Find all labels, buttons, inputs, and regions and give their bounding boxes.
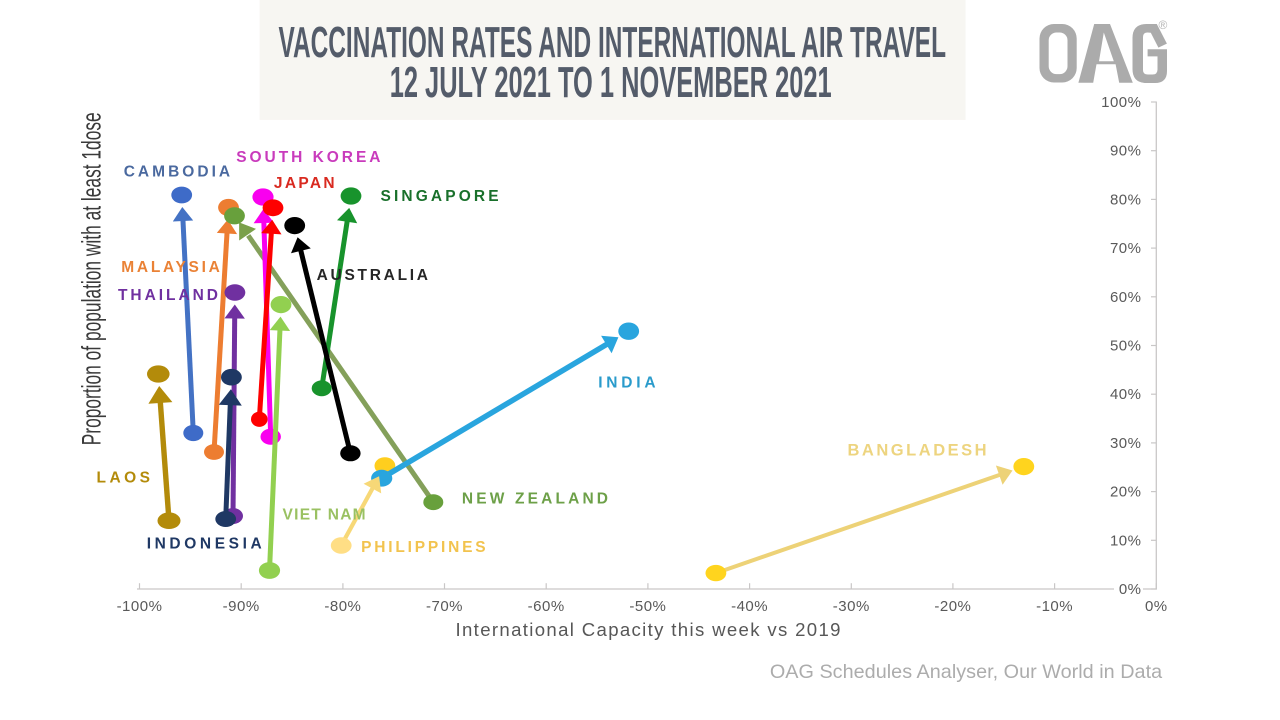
svg-text:90%: 90% (1110, 143, 1142, 160)
svg-text:®: ® (1159, 18, 1168, 32)
svg-text:PHILIPPINES: PHILIPPINES (361, 539, 486, 556)
svg-text:SINGAPORE: SINGAPORE (381, 188, 499, 205)
svg-text:MALAYSIA: MALAYSIA (121, 259, 220, 276)
svg-text:0%: 0% (1145, 598, 1168, 615)
svg-text:-10%: -10% (1036, 598, 1073, 615)
svg-text:-90%: -90% (223, 598, 260, 615)
svg-text:40%: 40% (1110, 386, 1142, 403)
svg-text:-60%: -60% (528, 598, 565, 615)
svg-text:0%: 0% (1119, 581, 1142, 598)
svg-text:-30%: -30% (833, 598, 870, 615)
svg-text:50%: 50% (1110, 338, 1142, 355)
svg-text:AUSTRALIA: AUSTRALIA (317, 267, 428, 284)
svg-text:CAMBODIA: CAMBODIA (124, 163, 230, 180)
svg-text:VACCINATION RATES AND INTERNAT: VACCINATION RATES AND INTERNATIONAL AIR … (279, 18, 947, 67)
svg-text:-40%: -40% (731, 598, 768, 615)
svg-text:OAG Schedules Analyser, Our Wo: OAG Schedules Analyser, Our World in Dat… (770, 661, 1162, 683)
svg-text:International Capacity this we: International Capacity this week vs 2019 (456, 619, 841, 640)
svg-text:THAILAND: THAILAND (118, 287, 218, 304)
svg-text:100%: 100% (1101, 94, 1141, 111)
svg-text:LAOS: LAOS (97, 470, 151, 487)
svg-text:-80%: -80% (324, 598, 361, 615)
svg-text:20%: 20% (1110, 484, 1142, 501)
svg-text:-70%: -70% (426, 598, 463, 615)
svg-text:VIET NAM: VIET NAM (283, 507, 366, 524)
svg-text:-100%: -100% (117, 598, 163, 615)
svg-text:BANGLADESH: BANGLADESH (848, 441, 987, 459)
svg-text:INDIA: INDIA (598, 375, 655, 392)
svg-text:80%: 80% (1110, 191, 1142, 208)
svg-text:SOUTH KOREA: SOUTH KOREA (236, 149, 380, 166)
svg-text:-50%: -50% (629, 598, 666, 615)
svg-text:JAPAN: JAPAN (274, 175, 335, 192)
svg-text:-20%: -20% (934, 598, 971, 615)
svg-text:NEW ZEALAND: NEW ZEALAND (462, 490, 608, 507)
svg-text:60%: 60% (1110, 289, 1142, 306)
svg-text:70%: 70% (1110, 240, 1142, 257)
svg-text:30%: 30% (1110, 435, 1142, 452)
svg-text:12 JULY 2021 TO 1 NOVEMBER 202: 12 JULY 2021 TO 1 NOVEMBER 2021 (390, 58, 832, 107)
svg-text:INDONESIA: INDONESIA (147, 536, 262, 553)
svg-text:10%: 10% (1110, 532, 1142, 549)
svg-text:Proportion of population with: Proportion of population with at least 1… (76, 112, 106, 445)
